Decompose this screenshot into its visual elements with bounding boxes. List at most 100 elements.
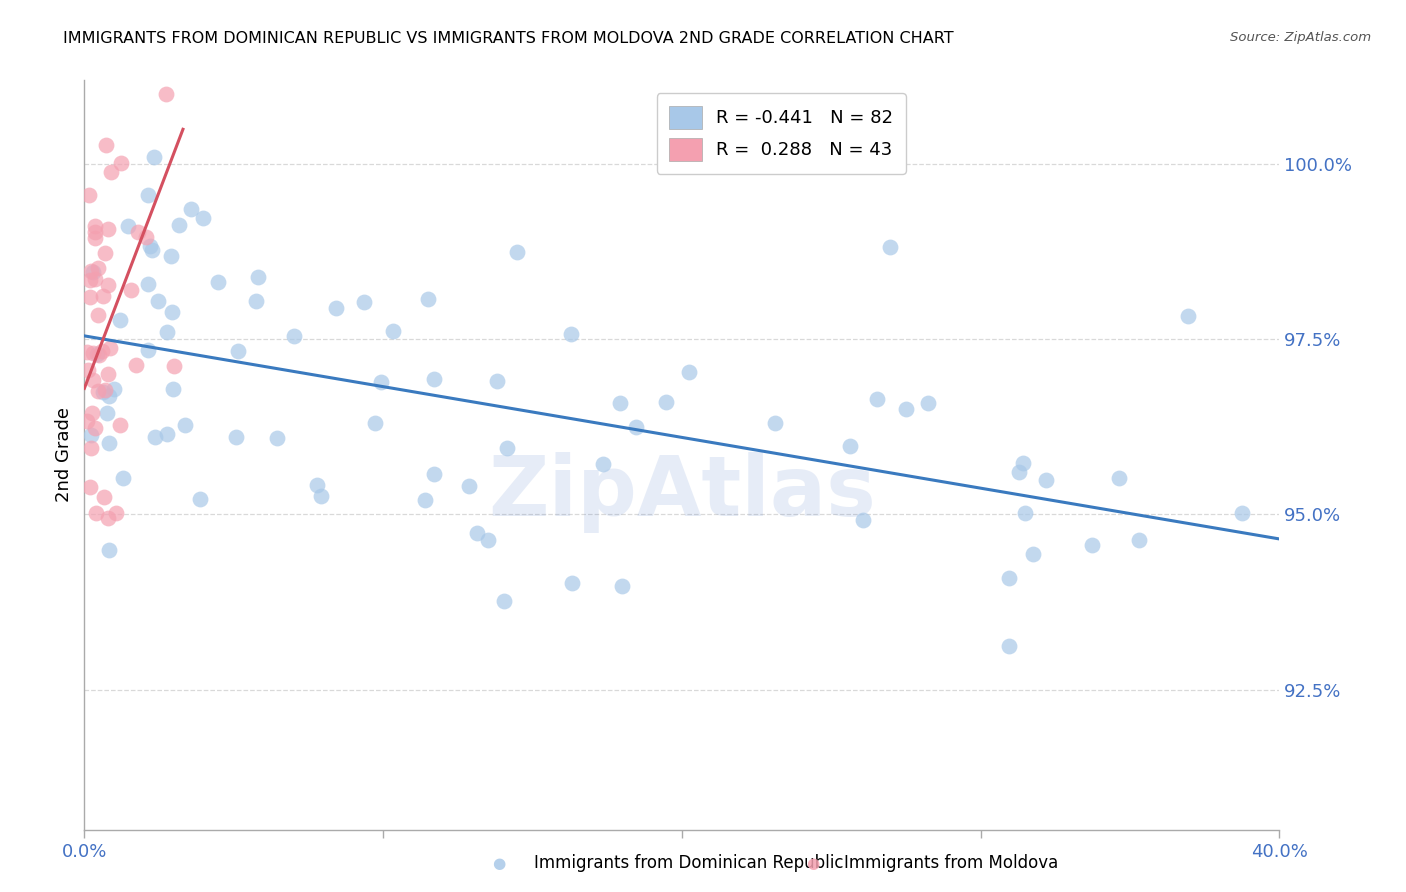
Point — [160, 249, 183, 263]
Point — [413, 492, 436, 507]
Text: Immigrants from Moldova: Immigrants from Moldova — [844, 855, 1057, 872]
Point — [496, 441, 519, 455]
Point — [87, 348, 110, 362]
Point — [678, 366, 700, 380]
Point — [142, 151, 165, 165]
Point — [110, 417, 132, 432]
Point — [492, 593, 515, 607]
Point — [80, 264, 103, 278]
Text: ●: ● — [492, 855, 506, 871]
Point — [156, 325, 179, 339]
Point — [98, 342, 121, 356]
Point — [167, 218, 190, 232]
Point — [353, 294, 375, 309]
Point — [97, 277, 120, 292]
Point — [87, 384, 110, 398]
Point — [97, 222, 120, 236]
Point — [188, 492, 211, 507]
Point — [121, 283, 143, 297]
Point — [226, 344, 249, 359]
Point — [84, 421, 107, 435]
Point — [477, 533, 499, 548]
Point — [83, 230, 105, 244]
Point — [97, 368, 120, 382]
Point — [654, 395, 676, 409]
Point — [84, 219, 107, 233]
Point — [1080, 538, 1102, 552]
Point — [87, 261, 110, 276]
Point — [76, 363, 98, 377]
Point — [1128, 533, 1150, 547]
Text: IMMIGRANTS FROM DOMINICAN REPUBLIC VS IMMIGRANTS FROM MOLDOVA 2ND GRADE CORRELAT: IMMIGRANTS FROM DOMINICAN REPUBLIC VS IM… — [63, 31, 953, 46]
Point — [86, 347, 108, 361]
Point — [283, 329, 305, 343]
Text: ●: ● — [806, 855, 820, 871]
Point — [91, 344, 114, 359]
Point — [146, 293, 169, 308]
Point — [162, 382, 184, 396]
Point — [894, 402, 917, 417]
Point — [180, 202, 202, 216]
Point — [82, 346, 104, 360]
Point — [560, 326, 582, 341]
Point — [1022, 547, 1045, 561]
Point — [1230, 506, 1253, 520]
Point — [485, 374, 508, 388]
Point — [1008, 465, 1031, 479]
Point — [98, 389, 121, 403]
Point — [100, 165, 122, 179]
Point — [246, 269, 269, 284]
Point — [76, 414, 98, 428]
Point — [370, 375, 392, 389]
Point — [136, 277, 159, 291]
Point — [79, 272, 101, 286]
Point — [103, 383, 125, 397]
Point — [108, 313, 131, 327]
Point — [91, 289, 114, 303]
Point — [624, 420, 647, 434]
Point — [266, 431, 288, 445]
Point — [84, 272, 107, 286]
Point — [84, 506, 107, 520]
Point — [79, 428, 101, 442]
Point — [997, 570, 1019, 584]
Point — [135, 229, 157, 244]
Point — [1014, 506, 1036, 520]
Point — [79, 290, 101, 304]
Point — [82, 265, 104, 279]
Point — [93, 384, 115, 399]
Point — [245, 294, 267, 309]
Point — [76, 345, 98, 359]
Point — [592, 457, 614, 471]
Point — [1035, 473, 1057, 487]
Point — [94, 138, 117, 153]
Point — [97, 511, 120, 525]
Point — [381, 324, 404, 338]
Point — [364, 417, 387, 431]
Point — [82, 373, 104, 387]
Point — [879, 240, 901, 254]
Text: Source: ZipAtlas.com: Source: ZipAtlas.com — [1230, 31, 1371, 45]
Point — [305, 477, 328, 491]
Point — [141, 243, 163, 257]
Point — [763, 417, 786, 431]
Point — [1012, 456, 1035, 470]
Point — [852, 513, 875, 527]
Point — [79, 187, 101, 202]
Point — [162, 305, 184, 319]
Point — [225, 430, 247, 444]
Point — [917, 396, 939, 410]
Point — [998, 639, 1021, 653]
Point — [136, 188, 159, 202]
Point — [117, 219, 139, 234]
Point — [612, 579, 634, 593]
Point — [163, 359, 186, 373]
Point — [1177, 309, 1199, 323]
Point — [139, 239, 162, 253]
Point — [93, 490, 115, 504]
Point — [143, 429, 166, 443]
Point — [127, 225, 149, 239]
Point — [136, 343, 159, 357]
Point — [609, 396, 631, 410]
Point — [79, 479, 101, 493]
